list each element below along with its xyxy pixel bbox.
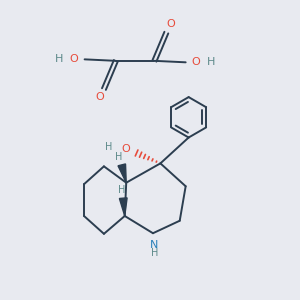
- Text: H: H: [151, 248, 158, 258]
- Text: H: H: [118, 185, 125, 195]
- Text: O: O: [121, 144, 130, 154]
- Text: O: O: [192, 57, 200, 67]
- Text: O: O: [95, 92, 104, 102]
- Text: N: N: [150, 240, 159, 250]
- Text: H: H: [105, 142, 112, 152]
- Text: H: H: [207, 57, 215, 67]
- Text: H: H: [115, 152, 122, 161]
- Text: H: H: [55, 54, 64, 64]
- Text: O: O: [70, 54, 79, 64]
- Text: O: O: [167, 19, 175, 29]
- Polygon shape: [118, 164, 126, 183]
- Polygon shape: [119, 198, 127, 216]
